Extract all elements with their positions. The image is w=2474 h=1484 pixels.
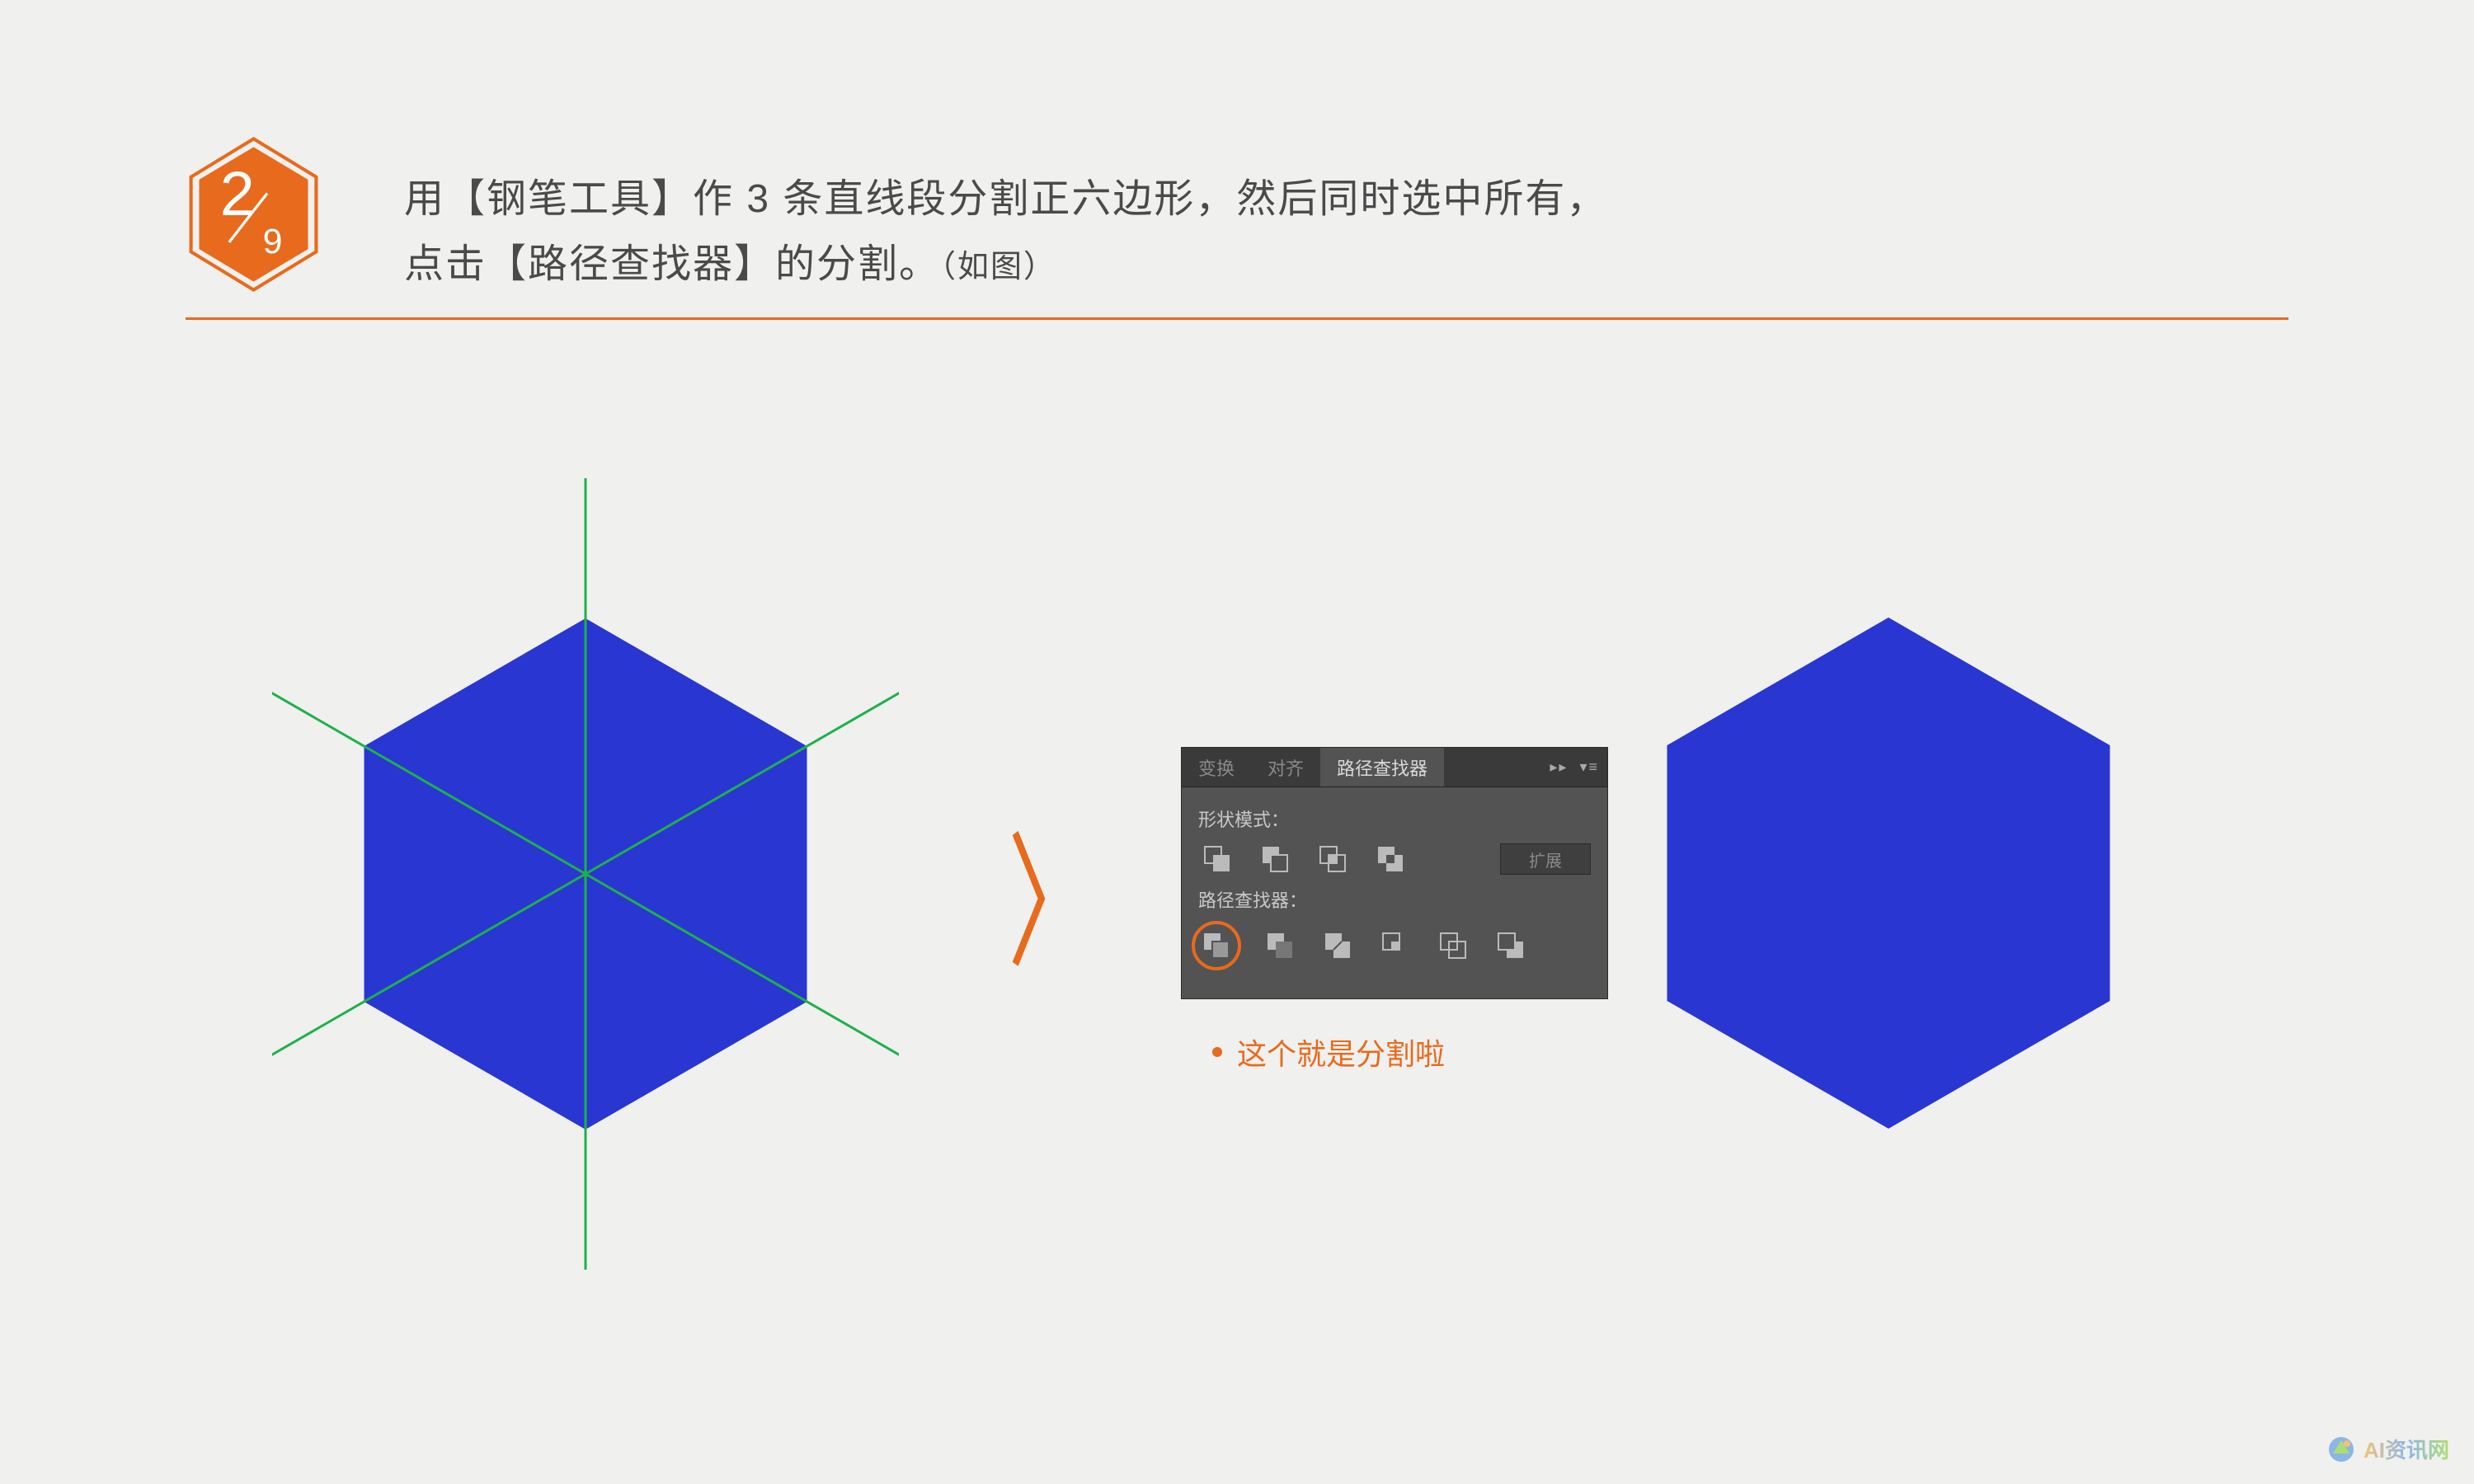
panel-menu-icon[interactable]: ▾≡ [1579, 758, 1599, 776]
shape-mode-intersect-icon[interactable] [1314, 840, 1352, 878]
shape-mode-exclude-icon[interactable] [1371, 840, 1409, 878]
pathfinder-outline-icon[interactable] [1434, 927, 1472, 965]
hexagon-with-guides [272, 470, 899, 1278]
bullet-icon [1212, 1047, 1222, 1057]
panel-collapse-icon[interactable]: ▸▸ [1550, 758, 1568, 776]
pathfinder-merge-icon[interactable] [1319, 927, 1357, 965]
pathfinder-trim-icon[interactable] [1261, 927, 1299, 965]
watermark: AI资讯网 [2327, 1434, 2449, 1464]
shape-mode-minus-front-icon[interactable] [1256, 840, 1294, 878]
arrow-icon: 〉 [1008, 785, 1098, 996]
step-current: 2 [220, 159, 255, 229]
caption-text: 这个就是分割啦 [1237, 1031, 1445, 1073]
pathfinder-minus-back-icon[interactable] [1492, 927, 1530, 965]
pathfinder-divide-icon[interactable] [1197, 927, 1235, 965]
step-total: 9 [263, 222, 283, 261]
shape-modes-label: 形状模式： [1198, 805, 1591, 832]
pathfinder-panel: 变换 对齐 路径查找器 ▸▸ ▾≡ 形状模式： [1181, 747, 1608, 999]
watermark-icon [2327, 1435, 2355, 1463]
panel-tabs: 变换 对齐 路径查找器 ▸▸ ▾≡ [1182, 748, 1607, 787]
expand-button[interactable]: 扩展 [1500, 843, 1591, 875]
instruction-line1: 用【钢笔工具】作 3 条直线段分割正六边形，然后同时选中所有， [404, 177, 1607, 221]
watermark-text: AI资讯网 [2363, 1434, 2449, 1464]
step-badge: 2 9 [186, 136, 322, 293]
header-divider [186, 317, 2288, 320]
instruction-suffix: （如图） [940, 250, 1056, 284]
hexagon-result [1641, 589, 2136, 1158]
instruction-text: 用【钢笔工具】作 3 条直线段分割正六边形，然后同时选中所有， 点击【路径查找器… [404, 167, 1607, 297]
tab-pathfinder[interactable]: 路径查找器 [1320, 748, 1444, 787]
tab-transform[interactable]: 变换 [1182, 748, 1251, 787]
pathfinders-label: 路径查找器： [1198, 886, 1591, 913]
tab-align[interactable]: 对齐 [1251, 748, 1320, 787]
divide-highlight [1192, 921, 1241, 970]
pathfinder-crop-icon[interactable] [1376, 927, 1414, 965]
instruction-line2: 点击【路径查找器】的分割。 [404, 242, 940, 286]
panel-caption: 这个就是分割啦 [1181, 1031, 1608, 1073]
shape-mode-unite-icon[interactable] [1198, 840, 1236, 878]
